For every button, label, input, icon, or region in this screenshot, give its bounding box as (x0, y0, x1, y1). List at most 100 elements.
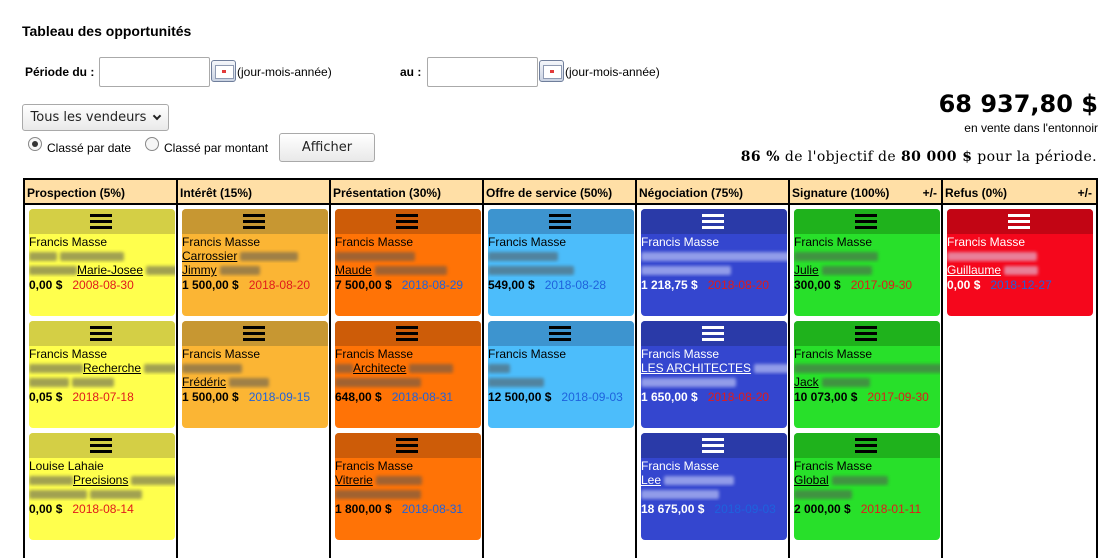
card-client[interactable]: Precisions (29, 473, 175, 487)
redacted-text (182, 364, 242, 374)
date-to-input[interactable] (427, 57, 538, 87)
card-due-date: 2018-08-28 (544, 278, 607, 292)
card-client-link[interactable]: Maude (335, 263, 372, 277)
hamburger-menu-icon[interactable] (549, 326, 571, 342)
hamburger-menu-icon[interactable] (855, 326, 877, 342)
card-client[interactable]: Frédéric (182, 375, 328, 389)
card-client[interactable]: Jack (794, 375, 940, 389)
card-client[interactable] (641, 487, 787, 501)
card-client[interactable]: Maude (335, 263, 481, 277)
hamburger-menu-icon[interactable] (243, 326, 265, 342)
date-from-input[interactable] (99, 57, 210, 87)
card-client[interactable]: Guillaume (947, 263, 1093, 277)
card-client[interactable] (488, 361, 634, 375)
card-client[interactable] (641, 249, 787, 263)
card-client[interactable]: Jimmy (182, 263, 328, 277)
card-client-link[interactable]: Precisions (73, 473, 129, 487)
vendor-dropdown[interactable]: Tous les vendeurs (22, 104, 169, 131)
card-client[interactable] (794, 249, 940, 263)
card-client[interactable] (794, 487, 940, 501)
card-client-link[interactable]: Frédéric (182, 375, 227, 389)
card-client-link[interactable]: LES ARCHITECTES (641, 361, 752, 375)
opportunity-card[interactable]: Francis Masse Architecte 648,00 $ 2018-08-3… (335, 321, 481, 428)
card-client-link[interactable]: Guillaume (947, 263, 1002, 277)
card-client[interactable] (182, 361, 328, 375)
card-client-link[interactable]: Architecte (353, 361, 407, 375)
hamburger-menu-icon[interactable] (90, 326, 112, 342)
hamburger-menu-icon[interactable] (396, 326, 418, 342)
hamburger-menu-icon[interactable] (855, 214, 877, 230)
hamburger-menu-icon[interactable] (702, 438, 724, 454)
card-client[interactable] (335, 249, 481, 263)
card-client[interactable] (794, 361, 940, 375)
calendar-icon[interactable] (539, 60, 564, 82)
opportunity-card[interactable]: Francis Masse 12 500,00 $ 2018-09-03 (488, 321, 634, 428)
card-client-link[interactable]: Carrossier (182, 249, 238, 263)
card-due-date: 2018-08-29 (401, 278, 464, 292)
opportunity-card[interactable]: Francis Masse Lee 18 675,00 $ 2018-09-03 (641, 433, 787, 540)
card-client[interactable]: Marie-Josee (29, 263, 175, 277)
card-client[interactable] (335, 487, 481, 501)
card-client[interactable] (488, 375, 634, 389)
card-client[interactable]: Lee (641, 473, 787, 487)
opportunity-card[interactable]: Francis Masse Recherche 0,05 $ 2018-07-18 (29, 321, 175, 428)
opportunity-card[interactable]: Francis Masse Julie 300,00 $ 2017-09-30 (794, 209, 940, 316)
card-client[interactable] (29, 487, 175, 501)
column-collapse-toggle[interactable]: +/- (922, 186, 937, 200)
hamburger-menu-icon[interactable] (702, 326, 724, 342)
card-client-link[interactable]: Lee (641, 473, 662, 487)
card-client[interactable] (29, 249, 175, 263)
opportunity-card[interactable]: Francis Masse Jack 10 073,00 $ 2017-09-30 (794, 321, 940, 428)
opportunity-card[interactable]: Francis Masse LES ARCHITECTES 1 650,00 $ 20… (641, 321, 787, 428)
hamburger-menu-icon[interactable] (396, 438, 418, 454)
opportunity-card[interactable]: Francis Masse 549,00 $ 2018-08-28 (488, 209, 634, 316)
card-client[interactable] (488, 249, 634, 263)
card-client-link[interactable]: Global (794, 473, 829, 487)
card-client-link[interactable]: Recherche (83, 361, 142, 375)
card-amount-row: 0,00 $ 2018-08-14 (29, 502, 175, 516)
hamburger-menu-icon[interactable] (1008, 214, 1030, 230)
opportunity-card[interactable]: Francis Masse Marie-Josee 0,00 $ 2008-08-30 (29, 209, 175, 316)
hamburger-menu-icon[interactable] (243, 214, 265, 230)
hamburger-menu-icon[interactable] (702, 214, 724, 230)
opportunity-card[interactable]: Francis Masse Maude 7 500,00 $ 2018-08-29 (335, 209, 481, 316)
opportunity-card[interactable]: Francis Masse Guillaume 0,00 $ 2018-12-27 (947, 209, 1093, 316)
card-due-date: 2018-01-11 (860, 502, 922, 516)
hamburger-menu-icon[interactable] (855, 438, 877, 454)
opportunity-card[interactable]: Louise Lahaie Precisions 0,00 $ 2018-08-14 (29, 433, 175, 540)
card-client-link[interactable]: Marie-Josee (77, 263, 144, 277)
card-client-link[interactable]: Jack (794, 375, 819, 389)
card-client-link[interactable]: Jimmy (182, 263, 217, 277)
card-client[interactable]: Global (794, 473, 940, 487)
card-client[interactable] (641, 375, 787, 389)
hamburger-menu-icon[interactable] (396, 214, 418, 230)
sort-by-date-radio[interactable] (28, 137, 42, 151)
card-client[interactable] (641, 263, 787, 277)
opportunity-card[interactable]: Francis Masse Global 2 000,00 $ 2018-01-11 (794, 433, 940, 540)
hamburger-menu-icon[interactable] (90, 438, 112, 454)
hamburger-menu-icon[interactable] (549, 214, 571, 230)
opportunity-card[interactable]: Francis Masse Vitrerie 1 800,00 $ 2018-08-3… (335, 433, 481, 540)
card-client[interactable] (29, 375, 175, 389)
opportunity-card[interactable]: Francis Masse Frédéric 1 500,00 $ 2018-09-1… (182, 321, 328, 428)
card-client[interactable] (947, 249, 1093, 263)
hamburger-menu-icon[interactable] (90, 214, 112, 230)
redacted-text (335, 490, 421, 500)
opportunity-card[interactable]: Francis Masse Carrossier Jimmy 1 500,00 $ 20… (182, 209, 328, 316)
card-client[interactable] (335, 375, 481, 389)
card-client[interactable]: Carrossier (182, 249, 328, 263)
period-to-label: au : (400, 65, 422, 79)
opportunity-card[interactable]: Francis Masse 1 218,75 $ 2018-08-20 (641, 209, 787, 316)
card-client[interactable]: LES ARCHITECTES (641, 361, 787, 375)
column-collapse-toggle[interactable]: +/- (1077, 186, 1092, 200)
card-client-link[interactable]: Julie (794, 263, 819, 277)
sort-by-amount-radio[interactable] (145, 137, 159, 151)
show-button[interactable]: Afficher (279, 133, 375, 162)
card-client[interactable]: Vitrerie (335, 473, 481, 487)
calendar-icon[interactable] (211, 60, 236, 82)
card-client[interactable]: Recherche (29, 361, 175, 375)
card-client[interactable] (488, 263, 634, 277)
card-client[interactable]: Julie (794, 263, 940, 277)
card-client[interactable]: Architecte (335, 361, 481, 375)
card-client-link[interactable]: Vitrerie (335, 473, 373, 487)
